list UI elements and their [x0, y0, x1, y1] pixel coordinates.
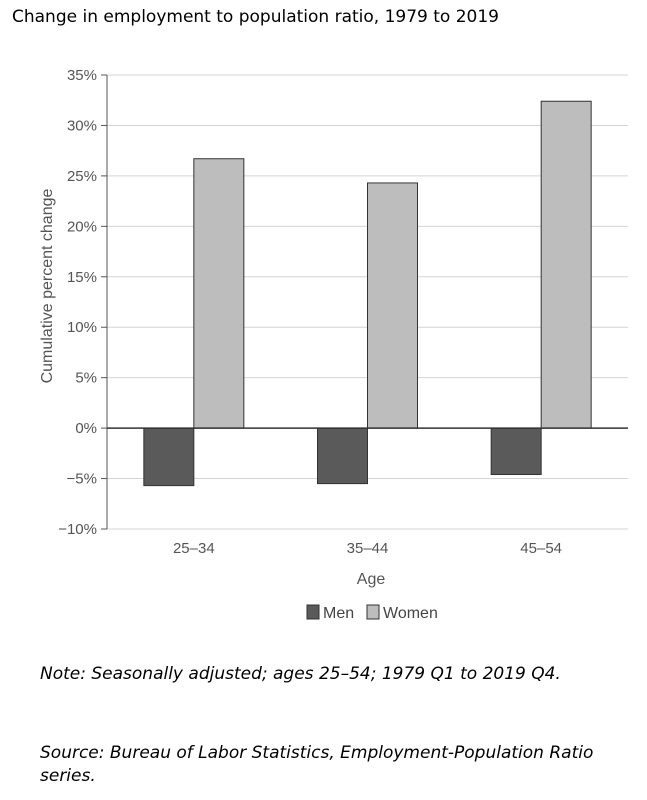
x-axis: 25–34 35–44 45–54 [107, 427, 628, 557]
chart-source: Source: Bureau of Labor Statistics, Empl… [40, 743, 594, 786]
bar-men-3 [490, 427, 542, 476]
y-tick-label: 35% [67, 67, 97, 84]
bar-women-2 [367, 182, 418, 429]
legend-label-men: Men [323, 605, 354, 622]
x-tick-label: 45–54 [520, 540, 562, 557]
x-axis-label: Age [357, 571, 386, 588]
legend-swatch-women [366, 604, 380, 620]
y-tick-label: 10% [67, 319, 97, 336]
legend-label-women: Women [383, 605, 438, 622]
legend: Men Women [306, 604, 438, 622]
y-tick-label: −5% [67, 471, 97, 488]
bar-men-2 [317, 427, 368, 485]
x-tick-label: 25–34 [173, 540, 215, 557]
x-tick-label: 35–44 [347, 540, 389, 557]
bar-women-3 [540, 100, 592, 429]
y-tick-label: 30% [67, 117, 97, 134]
y-axis-label: Cumulative percent change [39, 189, 56, 384]
bar-chart: −10% −5% 0% 5% 10% 15% 20% 25% 30% 35% 25–34 35–44… [39, 67, 628, 622]
y-tick-label: 20% [67, 218, 97, 235]
y-tick-label: 0% [75, 420, 97, 437]
bars [143, 100, 592, 487]
y-axis: −10% −5% 0% 5% 10% 15% 20% 25% 30% 35% [58, 67, 108, 538]
y-tick-label: 15% [67, 269, 97, 286]
chart-title: Change in employment to population ratio… [12, 7, 499, 27]
chart-note: Note: Seasonally adjusted; ages 25–54; 1… [40, 664, 561, 684]
y-tick-label: 5% [75, 370, 97, 387]
bar-men-1 [143, 427, 195, 487]
y-tick-label: 25% [67, 168, 97, 185]
y-tick-label: −10% [58, 521, 97, 538]
legend-swatch-men [306, 604, 320, 620]
bar-women-1 [193, 158, 245, 429]
